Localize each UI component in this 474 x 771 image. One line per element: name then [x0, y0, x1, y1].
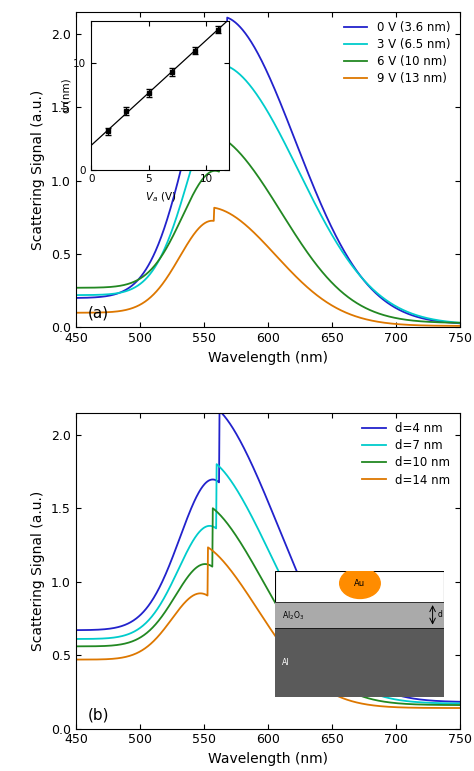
- 9 V (13 nm): [97, 308, 102, 317]
- d=14 nm: [404, 703, 410, 712]
- d=7 nm: [97, 634, 102, 643]
- 3 V (6.5 nm): [457, 318, 463, 328]
- d=7 nm: [296, 608, 302, 618]
- Line: 3 V (6.5 nm): 3 V (6.5 nm): [76, 66, 460, 323]
- 6 V (10 nm): [404, 315, 410, 325]
- d=10 nm: [210, 503, 216, 513]
- 3 V (6.5 nm): [296, 168, 302, 177]
- 9 V (13 nm): [457, 322, 463, 331]
- d=4 nm: [404, 692, 410, 702]
- d=10 nm: [318, 665, 324, 674]
- d=4 nm: [217, 406, 222, 416]
- 6 V (10 nm): [73, 283, 79, 292]
- d=4 nm: [307, 595, 312, 604]
- d=7 nm: [307, 626, 312, 635]
- 9 V (13 nm): [211, 203, 217, 212]
- d=10 nm: [307, 651, 312, 661]
- d=7 nm: [365, 686, 370, 695]
- 0 V (3.6 nm): [73, 293, 79, 302]
- d=7 nm: [318, 644, 324, 653]
- d=4 nm: [318, 618, 324, 627]
- d=14 nm: [97, 655, 102, 664]
- Text: (a): (a): [87, 306, 109, 321]
- d=4 nm: [365, 676, 370, 685]
- 6 V (10 nm): [296, 236, 302, 245]
- d=14 nm: [296, 662, 302, 672]
- d=4 nm: [457, 697, 463, 706]
- d=14 nm: [73, 655, 79, 664]
- Line: 0 V (3.6 nm): 0 V (3.6 nm): [76, 18, 460, 323]
- d=7 nm: [404, 696, 410, 705]
- Y-axis label: Scattering Signal (a.u.): Scattering Signal (a.u.): [31, 89, 46, 250]
- d=4 nm: [97, 625, 102, 635]
- d=7 nm: [73, 635, 79, 644]
- 0 V (3.6 nm): [457, 318, 463, 328]
- d=14 nm: [307, 672, 312, 682]
- 6 V (10 nm): [365, 305, 370, 314]
- 3 V (6.5 nm): [318, 210, 324, 220]
- 3 V (6.5 nm): [307, 188, 312, 197]
- 0 V (3.6 nm): [97, 292, 102, 301]
- 0 V (3.6 nm): [404, 308, 410, 318]
- d=10 nm: [365, 693, 370, 702]
- d=14 nm: [365, 700, 370, 709]
- 9 V (13 nm): [365, 315, 370, 325]
- 6 V (10 nm): [307, 251, 312, 260]
- 9 V (13 nm): [404, 320, 410, 329]
- Legend: 0 V (3.6 nm), 3 V (6.5 nm), 6 V (10 nm), 9 V (13 nm): 0 V (3.6 nm), 3 V (6.5 nm), 6 V (10 nm),…: [340, 18, 454, 89]
- 9 V (13 nm): [296, 275, 302, 284]
- d=7 nm: [457, 699, 463, 708]
- 0 V (3.6 nm): [307, 172, 312, 181]
- 9 V (13 nm): [307, 284, 312, 294]
- Line: d=14 nm: d=14 nm: [76, 547, 460, 708]
- d=14 nm: [457, 703, 463, 712]
- 3 V (6.5 nm): [224, 62, 230, 71]
- 0 V (3.6 nm): [365, 280, 370, 289]
- X-axis label: Wavelength (nm): Wavelength (nm): [208, 752, 328, 766]
- 6 V (10 nm): [97, 283, 102, 292]
- 6 V (10 nm): [457, 318, 463, 328]
- d=7 nm: [214, 460, 219, 469]
- Line: d=4 nm: d=4 nm: [76, 411, 460, 702]
- d=10 nm: [73, 641, 79, 651]
- 3 V (6.5 nm): [97, 290, 102, 299]
- 6 V (10 nm): [318, 266, 324, 275]
- Text: (b): (b): [87, 707, 109, 722]
- 3 V (6.5 nm): [365, 279, 370, 288]
- 3 V (6.5 nm): [404, 307, 410, 316]
- d=10 nm: [97, 641, 102, 651]
- Line: d=10 nm: d=10 nm: [76, 508, 460, 705]
- Line: d=7 nm: d=7 nm: [76, 464, 460, 703]
- Line: 9 V (13 nm): 9 V (13 nm): [76, 207, 460, 326]
- Line: 6 V (10 nm): 6 V (10 nm): [76, 136, 460, 323]
- 6 V (10 nm): [217, 132, 222, 141]
- d=4 nm: [296, 573, 302, 582]
- 0 V (3.6 nm): [296, 146, 302, 156]
- 0 V (3.6 nm): [224, 13, 230, 22]
- 9 V (13 nm): [73, 308, 79, 318]
- X-axis label: Wavelength (nm): Wavelength (nm): [208, 351, 328, 365]
- d=10 nm: [457, 700, 463, 709]
- 0 V (3.6 nm): [318, 200, 324, 209]
- d=10 nm: [404, 699, 410, 709]
- 9 V (13 nm): [318, 294, 324, 303]
- d=14 nm: [205, 543, 211, 552]
- 3 V (6.5 nm): [73, 291, 79, 300]
- Y-axis label: Scattering Signal (a.u.): Scattering Signal (a.u.): [31, 490, 46, 651]
- d=4 nm: [73, 625, 79, 635]
- Legend: d=4 nm, d=7 nm, d=10 nm, d=14 nm: d=4 nm, d=7 nm, d=10 nm, d=14 nm: [359, 419, 454, 490]
- d=10 nm: [296, 638, 302, 647]
- d=14 nm: [318, 682, 324, 691]
